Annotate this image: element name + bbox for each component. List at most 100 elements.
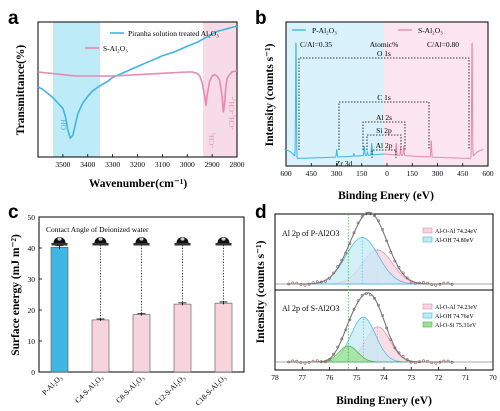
x-tick-label-a-3: 3200	[130, 160, 145, 169]
x-tick-label-b-4: 0	[385, 169, 389, 178]
bar-1	[91, 319, 110, 373]
y-tick-label-c-0: 0	[31, 368, 35, 377]
series-s-al2o3	[37, 69, 238, 113]
x-tick-label-a-7: 2800	[230, 160, 245, 169]
subplot-title-bottom: Al 2p of S-Al2O3	[282, 304, 340, 313]
envelope-0	[288, 211, 453, 285]
peak-al2p: Al 2p	[376, 141, 393, 150]
x-tick-label-d-3: 75	[353, 373, 361, 382]
y-axis-label-c: Surface energy (mJ m⁻²)	[10, 234, 22, 356]
panel-c: c Contact Angle of Deionized water 0 10 20…	[8, 202, 245, 408]
panel-b: b 600 450 300 150 0 150 300 450 600 P-Al₂O₃ S-Al…	[255, 8, 494, 202]
x-tick-label-d-0: 78	[271, 373, 279, 382]
x-tick-label-b-2: 300	[331, 169, 343, 178]
bars	[50, 237, 233, 373]
s-side-band	[384, 22, 488, 166]
y-axis-label-a: Transmittance(%)	[15, 45, 27, 136]
spectrum-p-al2o3	[284, 42, 384, 159]
legend-p: P-Al₂O₃	[312, 26, 337, 35]
legend-s: S-Al₂O₃	[418, 26, 443, 35]
legend-swatch-top-aloh	[422, 236, 433, 243]
guide-si2p	[366, 134, 402, 150]
peak-c1s: C 1s	[377, 93, 391, 102]
category-label-4: C18-S-Al₂O₃	[193, 373, 228, 408]
contact-angle-title: Contact Angle of Deionized water	[46, 225, 149, 234]
y-ticks-c: 0 10 20 30 40 50	[28, 213, 42, 377]
guide-al2s	[362, 121, 406, 150]
legend-s-al2o3: S-Al₂O₃	[103, 44, 128, 53]
droplet-icon-2	[133, 237, 150, 246]
bar-0	[50, 247, 69, 373]
x-axis-label-a: Wavenumber(cm⁻¹)	[89, 178, 187, 190]
y-axis-label-b: Intensity (counts s⁻¹)	[264, 43, 276, 146]
panel-c-label: c	[8, 202, 19, 223]
x-tick-label-a-4: 3100	[155, 160, 170, 169]
x-ticks-d: 78 77 76 75 74 73 72 71 70	[271, 367, 497, 382]
droplet-icon-4	[215, 237, 232, 246]
ratio-left: C/Al=0.35	[300, 40, 332, 49]
droplet-icon-0	[51, 237, 68, 246]
legend-top-aloal: Al-O-Al 74.24eV	[435, 229, 478, 235]
peak-0-1	[288, 237, 453, 285]
x-tick-label-d-4: 74	[380, 373, 388, 382]
guide-o1s	[298, 57, 470, 150]
panel-d-label: d	[255, 202, 267, 223]
category-label-3: C12-S-Al₂O₃	[152, 373, 187, 408]
category-labels: P-Al₂O₃ C4-S-Al₂O₃ C8-S-Al₂O₃ C12-S-Al₂O₃ C1…	[40, 373, 228, 408]
guide-al2p	[371, 149, 397, 158]
bar-2	[132, 314, 151, 373]
atomic-header: Atomic%	[370, 40, 399, 49]
bar-4	[214, 302, 233, 373]
y-tick-label-c-5: 50	[28, 213, 36, 222]
x-tick-label-b-0: 600	[280, 169, 292, 178]
legend-swatch-bottom-alosi	[422, 321, 433, 328]
x-ticks-b: 600 450 300 150 0 150 300 450 600	[280, 163, 494, 178]
annotation-ch3: -CH₃	[207, 132, 216, 148]
y-axis-label-d: Intensity (counts s⁻¹)	[255, 240, 267, 343]
panel-b-label: b	[255, 8, 267, 29]
x-tick-label-d-8: 70	[489, 373, 497, 382]
ratio-right: C/Al=0.80	[427, 40, 459, 49]
y-tick-label-c-1: 10	[28, 337, 36, 346]
bar-3	[173, 303, 192, 373]
panel-d: d 78 77 76 75 74 73 72 71 70 Al 2p of P-Al2O3 Al…	[255, 202, 497, 407]
legend-piranha: Piranha solution treated Al₂O₃	[128, 29, 219, 38]
category-label-1: C4-S-Al₂O₃	[73, 373, 105, 405]
panel-a-label: a	[8, 8, 19, 29]
peak-guides	[298, 57, 470, 158]
x-tick-label-b-6: 300	[432, 169, 444, 178]
x-axis-label-d: Binding Enery (eV)	[336, 395, 432, 407]
series-piranha	[37, 25, 238, 140]
p-side-band	[286, 22, 384, 166]
x-tick-label-a-0: 3500	[55, 160, 70, 169]
x-tick-label-a-2: 3300	[105, 160, 120, 169]
y-tick-label-c-3: 30	[28, 275, 36, 284]
droplet-icon-3	[174, 237, 191, 246]
annotation-oh: OH	[59, 119, 68, 130]
x-tick-label-a-5: 3000	[180, 160, 195, 169]
y-tick-label-c-4: 40	[28, 244, 36, 253]
annotation-ch2: -CH₂-CH₂-	[227, 96, 236, 130]
xps-fits	[275, 211, 493, 370]
x-ticks-a: 3500 3400 3300 3200 3100 3000 2900 2800	[55, 154, 245, 169]
category-label-0: P-Al₂O₃	[40, 373, 64, 397]
legend-bottom-aloal: Al-O-Al 74.23eV	[435, 305, 478, 311]
x-tick-label-b-1: 450	[306, 169, 318, 178]
droplet-icon-1	[92, 237, 109, 246]
x-tick-label-d-2: 76	[326, 373, 334, 382]
x-tick-label-b-5: 150	[407, 169, 419, 178]
x-tick-label-d-1: 77	[299, 373, 307, 382]
peak-al2s: Al 2s	[376, 113, 392, 122]
x-tick-label-a-1: 3400	[80, 160, 95, 169]
oh-band	[53, 22, 100, 157]
x-tick-label-b-8: 600	[482, 169, 494, 178]
legend-swatch-bottom-aloh	[422, 312, 433, 319]
data-point	[373, 214, 376, 218]
subplot-title-top: Al 2p of P-Al2O3	[282, 229, 340, 238]
legend-swatch-bottom-aloal	[422, 303, 433, 310]
peak-zr3d: Zr 3d	[336, 159, 353, 168]
x-tick-label-d-5: 73	[408, 373, 416, 382]
category-label-2: C8-S-Al₂O₃	[114, 373, 146, 405]
panel-a: a 3500 3400 3300 3200 3100 3000 2900 2800 Piran…	[8, 8, 245, 190]
